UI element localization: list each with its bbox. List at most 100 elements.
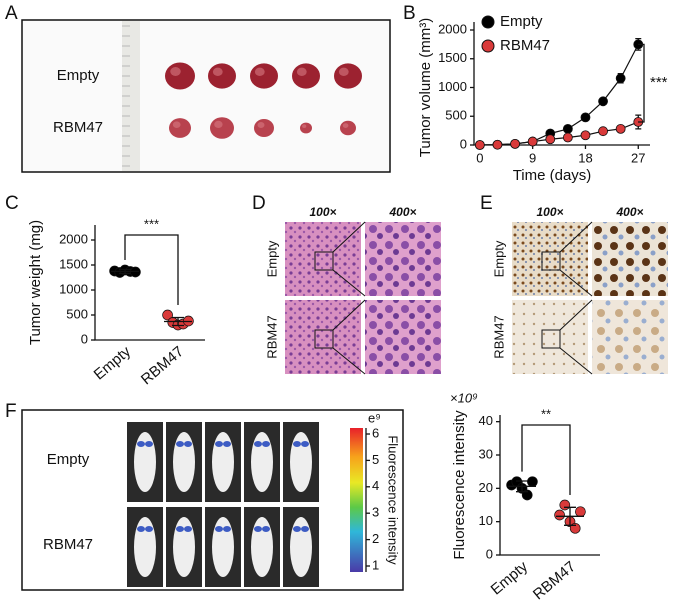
data-point xyxy=(562,132,573,143)
tumor-highlight xyxy=(212,67,223,77)
mouse-body xyxy=(212,517,234,577)
zoom-box xyxy=(314,251,334,271)
row-label: Empty xyxy=(264,240,279,277)
data-point xyxy=(580,130,591,141)
y-tick-label: 10 xyxy=(479,513,493,528)
data-point xyxy=(527,136,538,147)
tumor xyxy=(208,63,236,89)
data-point xyxy=(580,112,591,123)
signal xyxy=(184,441,192,447)
x-tick-label: 18 xyxy=(578,150,592,165)
y-tick-label: 20 xyxy=(479,480,493,495)
tumor xyxy=(254,119,274,137)
y-tick-label: 0 xyxy=(486,546,493,561)
row-label: RBM47 xyxy=(43,536,93,553)
mouse-body xyxy=(251,432,273,492)
tumor xyxy=(250,63,278,89)
tumor xyxy=(334,63,362,89)
panel-letter: E xyxy=(480,193,493,214)
magnification: 100× xyxy=(536,205,563,219)
tumor-highlight xyxy=(302,124,307,128)
zoom-line xyxy=(332,299,366,331)
significance: *** xyxy=(650,74,668,91)
colorbar-tick-label: 4 xyxy=(372,478,379,493)
colorbar-tick-label: 3 xyxy=(372,505,379,520)
panel-letter: A xyxy=(5,3,18,24)
signal xyxy=(254,441,262,447)
x-tick-label: 0 xyxy=(476,150,483,165)
y-axis-label: Tumor volume (mm³) xyxy=(417,18,434,157)
data-point xyxy=(474,140,485,150)
y-tick-label: 0 xyxy=(81,331,88,346)
micrograph-low xyxy=(512,222,588,296)
data-point xyxy=(615,123,626,134)
signal xyxy=(262,526,270,532)
signal xyxy=(137,441,145,447)
data-point xyxy=(559,499,571,511)
tumor-highlight xyxy=(296,67,307,77)
panel-letter: C xyxy=(5,193,19,214)
legend-label: Empty xyxy=(500,13,543,30)
data-point xyxy=(554,509,565,521)
colorbar-unit: e⁹ xyxy=(368,410,381,425)
x-tick-label: Empty xyxy=(488,558,532,599)
tumor-highlight xyxy=(254,67,265,77)
signal xyxy=(145,526,153,532)
panel-letter: D xyxy=(252,193,266,214)
signal xyxy=(176,526,184,532)
series-line xyxy=(479,121,639,146)
tumor xyxy=(169,118,191,138)
tumor xyxy=(165,62,195,90)
data-point xyxy=(598,96,608,107)
significance-bracket xyxy=(521,424,571,495)
colorbar-label: Fluorescence intensity xyxy=(386,435,401,565)
data-point xyxy=(162,309,173,321)
y-axis-label: Tumor weight (mg) xyxy=(27,220,44,345)
tumor-highlight xyxy=(257,122,265,128)
signal xyxy=(215,441,223,447)
axis-multiplier: ×10⁹ xyxy=(450,390,478,405)
signal xyxy=(254,526,262,532)
zoom-box xyxy=(541,329,561,349)
y-tick-label: 0 xyxy=(460,136,467,151)
signal xyxy=(215,526,223,532)
photo-frame xyxy=(21,19,391,173)
tumor-highlight xyxy=(172,121,181,128)
y-tick-label: 500 xyxy=(66,306,88,321)
significance-bracket xyxy=(638,43,645,123)
row-label: RBM47 xyxy=(264,315,279,358)
mouse-body xyxy=(173,517,195,577)
signal xyxy=(301,441,309,447)
data-point xyxy=(492,139,503,150)
mouse-body xyxy=(212,432,234,492)
zoom-line xyxy=(332,347,366,375)
y-tick-label: 40 xyxy=(479,413,493,428)
tumor-highlight xyxy=(342,123,349,128)
y-tick-label: 1500 xyxy=(59,256,88,271)
x-tick-label: Empty xyxy=(91,343,135,384)
row-label: RBM47 xyxy=(491,315,506,358)
signal xyxy=(223,441,231,447)
micrograph-high xyxy=(365,222,441,296)
magnification: 400× xyxy=(388,205,416,219)
magnification: 100× xyxy=(309,205,336,219)
micrograph-high xyxy=(592,300,668,374)
legend-marker xyxy=(481,39,495,53)
x-tick-label: 9 xyxy=(529,150,536,165)
mouse-body xyxy=(134,517,156,577)
signal xyxy=(262,441,270,447)
data-point xyxy=(615,73,626,84)
significance: ** xyxy=(541,406,551,421)
legend-marker xyxy=(481,15,495,29)
signal xyxy=(145,441,153,447)
signal xyxy=(301,526,309,532)
data-point xyxy=(510,138,520,149)
colorbar-tick-label: 5 xyxy=(372,452,379,467)
panel-letter: F xyxy=(5,401,17,422)
zoom-line xyxy=(559,299,593,331)
micrograph-low xyxy=(512,300,588,374)
tumor xyxy=(210,117,234,139)
panel-letter: B xyxy=(403,3,416,24)
x-axis-label: Time (days) xyxy=(513,167,592,184)
y-tick-label: 2000 xyxy=(438,21,467,36)
